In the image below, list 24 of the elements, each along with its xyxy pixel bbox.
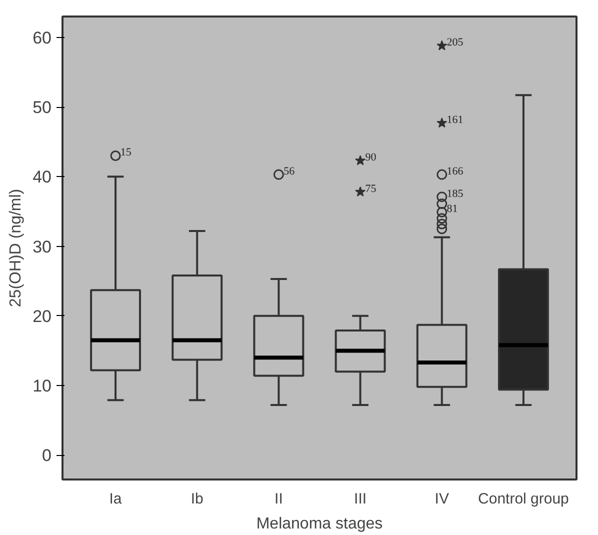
y-tick-label: 60 <box>32 28 52 48</box>
annotation: 166 <box>446 166 464 178</box>
y-tick-label: 0 <box>42 446 52 466</box>
x-tick-label: Control group <box>478 490 569 508</box>
annotation: 15 <box>120 146 132 159</box>
x-tick-label: II <box>274 490 283 508</box>
annotation: 56 <box>284 166 296 178</box>
y-tick-label: 30 <box>32 237 52 256</box>
x-axis-title: Melanoma stages <box>256 516 383 532</box>
annotation: 185 <box>446 188 464 200</box>
annotation: 90 <box>365 152 377 164</box>
y-tick-label: 10 <box>32 376 52 396</box>
y-tick-label: 20 <box>32 306 52 326</box>
annotation: 205 <box>446 36 464 49</box>
annotation: 81 <box>446 203 458 216</box>
annotation: 161 <box>446 114 464 126</box>
y-axis-title: 25(OH)D (ng/ml) <box>8 188 25 308</box>
y-tick-label: 40 <box>32 168 52 187</box>
x-tick-label: Ia <box>109 490 122 508</box>
x-tick-label: III <box>354 490 367 508</box>
y-tick-label: 50 <box>32 98 52 118</box>
x-tick-label: Ib <box>190 490 204 508</box>
x-tick-label: IV <box>434 490 449 508</box>
annotation: 75 <box>365 182 377 195</box>
